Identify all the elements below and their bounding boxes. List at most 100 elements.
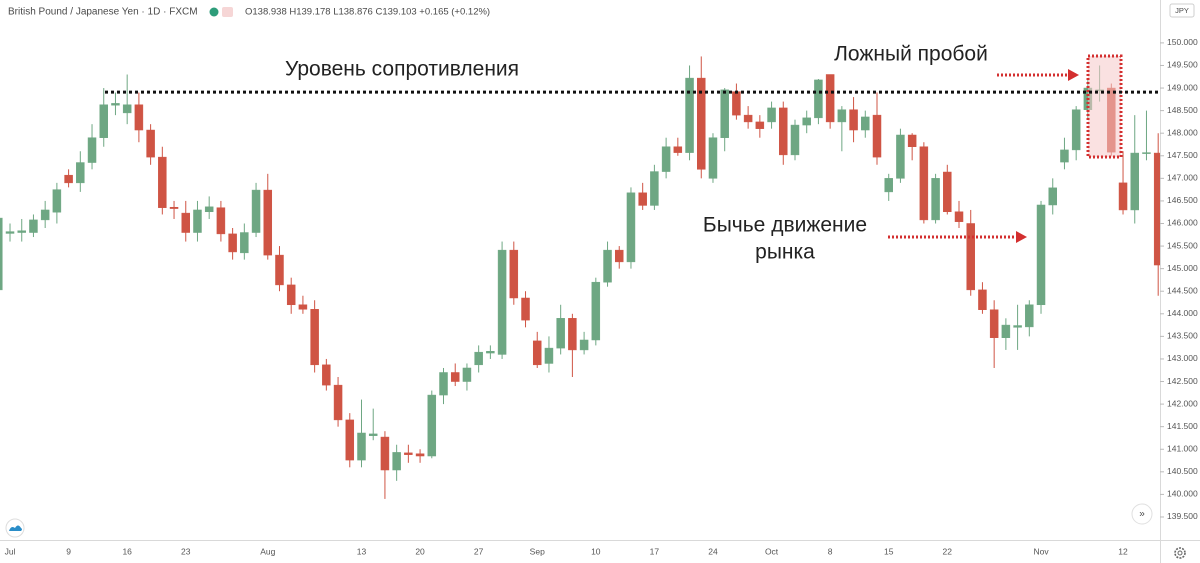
false-breakout-box (1086, 54, 1123, 159)
candle-body (544, 347, 554, 364)
settings-button[interactable] (1174, 547, 1186, 559)
y-tick-label: 147.000 (1167, 173, 1198, 183)
candle-body (146, 129, 155, 158)
candle-body (99, 104, 108, 138)
candle-body (263, 189, 273, 256)
y-tick-label: 144.000 (1167, 308, 1198, 318)
y-tick-label: 147.500 (1167, 150, 1198, 160)
candle-body (579, 339, 589, 351)
x-tick-label: Oct (765, 546, 779, 556)
y-tick-label: 150.000 (1167, 37, 1198, 47)
candle-body (228, 233, 237, 253)
x-tick-label: 23 (181, 546, 191, 556)
candle-body (29, 219, 38, 233)
candle-body (333, 384, 343, 421)
x-tick-label: 15 (884, 546, 894, 556)
candle-body (532, 340, 542, 366)
candle-body (755, 121, 765, 129)
annotation: рынка (755, 241, 815, 264)
y-tick-label: 149.500 (1167, 60, 1198, 70)
candle-body (0, 217, 3, 291)
ohlc-values: O138.938 H139.178 L138.876 C139.103 +0.1… (245, 7, 490, 18)
candle-body (1118, 182, 1128, 211)
candle-body (1060, 149, 1069, 163)
candle-body (568, 318, 577, 351)
y-tick-label: 148.500 (1167, 105, 1198, 115)
annotation: Ложный пробой (834, 43, 988, 66)
candle-body (907, 134, 917, 147)
candle-body (298, 304, 308, 310)
y-tick-label: 149.000 (1167, 82, 1198, 92)
candle-body (767, 107, 776, 123)
candle-body (5, 231, 15, 234)
candle-body (872, 114, 882, 158)
candle-body (1130, 152, 1140, 211)
arrow (997, 69, 1079, 81)
currency-box (1169, 3, 1195, 18)
candle-body (1153, 152, 1160, 266)
candle-body (896, 134, 905, 179)
candle-body (450, 372, 460, 382)
candle-body (989, 309, 999, 338)
candle-body (884, 178, 893, 193)
x-tick-label: 9 (66, 546, 71, 556)
candle-body (1025, 304, 1034, 328)
candle-body (779, 107, 788, 156)
y-tick-label: 142.500 (1167, 376, 1198, 386)
y-tick-label: 146.500 (1167, 195, 1198, 205)
svg-text:»: » (1139, 509, 1145, 520)
candle-body (919, 146, 929, 221)
x-tick-label: 10 (591, 546, 601, 556)
candle-body (181, 212, 191, 233)
candle-body (439, 372, 448, 396)
tv-logo (5, 518, 25, 538)
x-tick-label: Aug (260, 546, 275, 556)
candle-body (1071, 109, 1081, 151)
candle-body (966, 223, 975, 291)
candle-body (732, 91, 741, 116)
candle-body (134, 104, 144, 131)
candle-body (240, 232, 249, 254)
candle-body (650, 171, 659, 206)
candle-body (861, 116, 870, 131)
candle-body (626, 192, 636, 263)
candle-body (251, 189, 261, 233)
y-tick-label: 143.500 (1167, 331, 1198, 341)
candle-body (591, 281, 601, 341)
y-tick-label: 145.500 (1167, 240, 1198, 250)
symbol-title: British Pound / Japanese Yen · 1D · FXCM (8, 7, 198, 18)
candle-body (368, 433, 378, 436)
candle-body (556, 318, 565, 349)
candle-body (193, 209, 202, 233)
candle-body (743, 114, 753, 123)
candle-body (521, 297, 530, 321)
x-tick-label: Sep (530, 546, 545, 556)
candle-body (697, 77, 706, 170)
candle-body (1013, 325, 1022, 328)
y-tick-label: 141.000 (1167, 443, 1198, 453)
y-tick-label: 141.500 (1167, 421, 1198, 431)
candle-body (404, 452, 413, 455)
y-tick-label: 146.000 (1167, 218, 1198, 228)
candle-body (673, 146, 683, 153)
candle-body (322, 364, 331, 386)
y-tick-label: 142.000 (1167, 398, 1198, 408)
candle-body (52, 189, 62, 213)
candle-body (345, 419, 355, 461)
candle-body (204, 206, 214, 213)
x-tick-label: 17 (650, 546, 660, 556)
candle-body (943, 171, 952, 213)
candle-body (310, 309, 319, 366)
x-tick-label: 20 (415, 546, 425, 556)
scroll-button[interactable]: » (1131, 503, 1153, 525)
candle-body (286, 284, 296, 306)
candle-body (802, 117, 811, 126)
candle-body (40, 209, 50, 221)
x-tick-label: Jul (5, 546, 16, 556)
candle-body (825, 74, 835, 123)
flag-icon (222, 7, 233, 17)
candle-body (1001, 324, 1011, 338)
